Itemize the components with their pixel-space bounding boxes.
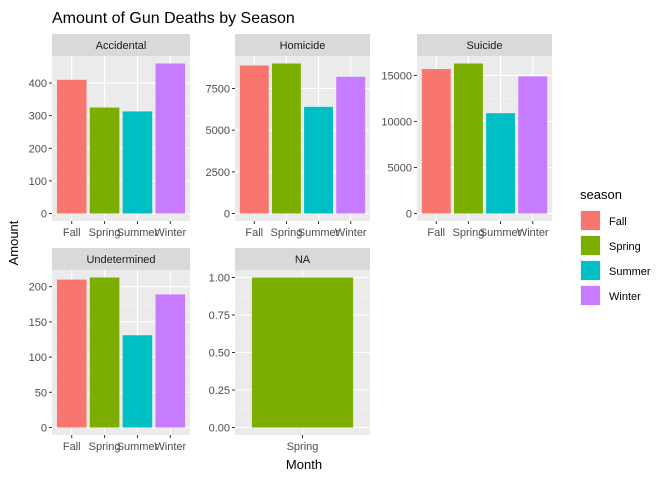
x-tick-label: Spring (287, 441, 319, 453)
x-tick-label: Spring (89, 441, 121, 453)
legend-swatch-summer (581, 261, 600, 280)
y-tick-label: 0 (406, 209, 412, 221)
facet-strip (52, 248, 190, 270)
legend-swatch-winter (581, 286, 600, 305)
y-tick-label: 100 (29, 176, 47, 188)
x-tick-label: Spring (453, 227, 485, 239)
y-tick-label: 300 (29, 111, 47, 123)
bar-spring (89, 277, 120, 428)
bar-summer (486, 113, 516, 214)
bar-spring (89, 107, 120, 214)
y-tick-label: 50 (35, 387, 47, 399)
y-tick-label: 0 (41, 423, 47, 435)
x-tick-label: Summer (480, 227, 522, 239)
legend-swatch-fall (581, 211, 600, 230)
bar-winter (336, 76, 366, 214)
facet-panel: Homicide 0 2500 5000 7500 Fall SpringSummerWin… (206, 34, 370, 239)
facet-strip (417, 34, 552, 56)
bar-summer (122, 335, 153, 428)
x-tick-label: Fall (63, 227, 81, 239)
bar-winter (155, 294, 186, 428)
facet-panel: NA 0.00 0.25 0.50 0.75 1.00 Spring (209, 248, 370, 453)
facet-strip-label: Undetermined (86, 254, 155, 266)
x-tick-label: Spring (271, 227, 303, 239)
facet-panel: Undetermined 0 50 100 150 200 Fall SpringSummer… (29, 248, 190, 453)
bar-spring (251, 277, 354, 428)
y-tick-label: 7500 (206, 84, 230, 96)
y-axis-title: Amount (6, 220, 21, 265)
bar-fall (56, 279, 87, 428)
y-tick-label: 0 (41, 209, 47, 221)
x-tick-label: Fall (245, 227, 263, 239)
bar-spring (453, 63, 483, 214)
facet-strip (235, 34, 370, 56)
bar-fall (239, 65, 269, 214)
y-tick-label: 5000 (206, 125, 230, 137)
legend-label-winter: Winter (609, 291, 641, 303)
y-tick-label: 0.50 (209, 348, 230, 360)
x-tick-label: Winter (154, 441, 186, 453)
bar-winter (155, 63, 186, 214)
bar-spring (271, 63, 301, 214)
legend-title: season (580, 187, 622, 202)
bar-winter (518, 76, 548, 214)
x-tick-label: Winter (335, 227, 367, 239)
y-tick-label: 10000 (381, 116, 412, 128)
y-tick-label: 1.00 (209, 273, 230, 285)
y-tick-label: 100 (29, 352, 47, 364)
x-tick-label: Fall (427, 227, 445, 239)
x-tick-label: Fall (63, 441, 81, 453)
bar-fall (421, 69, 451, 214)
x-tick-label: Summer (298, 227, 340, 239)
x-tick-label: Summer (117, 227, 159, 239)
facet-strip-label: Accidental (96, 40, 147, 52)
y-tick-label: 2500 (206, 167, 230, 179)
facet-strip-label: Suicide (466, 40, 502, 52)
x-tick-label: Summer (117, 441, 159, 453)
y-tick-label: 400 (29, 78, 47, 90)
y-tick-label: 0 (224, 209, 230, 221)
x-tick-label: Winter (517, 227, 549, 239)
legend-label-summer: Summer (609, 266, 651, 278)
legend-label-spring: Spring (609, 241, 641, 253)
facet-strip (52, 34, 190, 56)
facet-strip (235, 248, 370, 270)
facet-strip-label: NA (295, 254, 311, 266)
y-tick-label: 15000 (381, 70, 412, 82)
y-tick-label: 150 (29, 317, 47, 329)
y-tick-label: 5000 (388, 162, 412, 174)
x-axis-title: Month (286, 457, 322, 472)
facet-panel: Accidental 0 100 200 300 400 Fall SpringSummerW… (29, 34, 190, 239)
bar-summer (304, 106, 334, 214)
facet-strip-label: Homicide (280, 40, 326, 52)
y-tick-label: 200 (29, 143, 47, 155)
chart-title: Amount of Gun Deaths by Season (52, 10, 295, 27)
x-tick-label: Spring (89, 227, 121, 239)
bar-fall (56, 79, 87, 214)
y-tick-label: 0.75 (209, 310, 230, 322)
facet-panel: Suicide 0 5000 10000 15000 Fall SpringSummerWi… (381, 34, 552, 239)
x-tick-label: Winter (154, 227, 186, 239)
bar-summer (122, 111, 153, 214)
legend-label-fall: Fall (609, 216, 627, 228)
y-tick-label: 0.00 (209, 423, 230, 435)
y-tick-label: 200 (29, 282, 47, 294)
y-tick-label: 0.25 (209, 385, 230, 397)
legend-swatch-spring (581, 236, 600, 255)
legend: season Fall Spring Summer Winter (580, 187, 651, 306)
